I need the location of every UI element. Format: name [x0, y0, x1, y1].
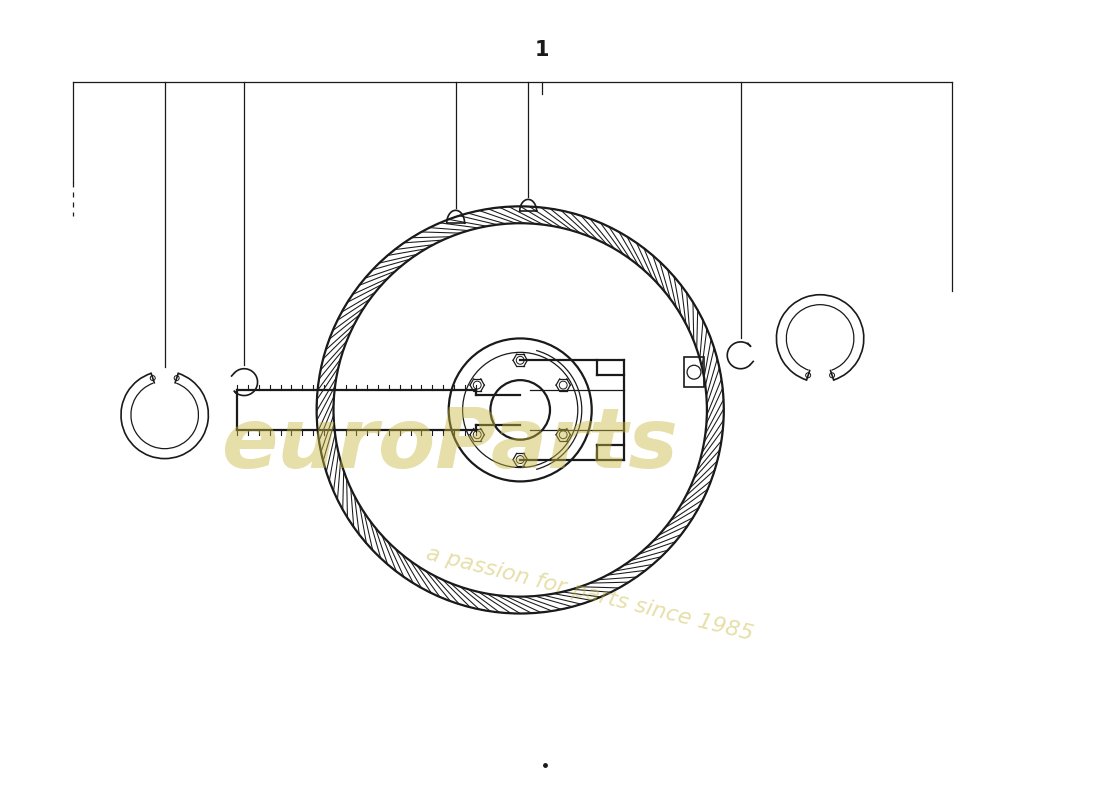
Text: a passion for parts since 1985: a passion for parts since 1985	[425, 543, 756, 644]
Text: 1: 1	[535, 41, 549, 61]
Bar	[684, 358, 704, 387]
Text: euroParts: euroParts	[222, 404, 679, 485]
